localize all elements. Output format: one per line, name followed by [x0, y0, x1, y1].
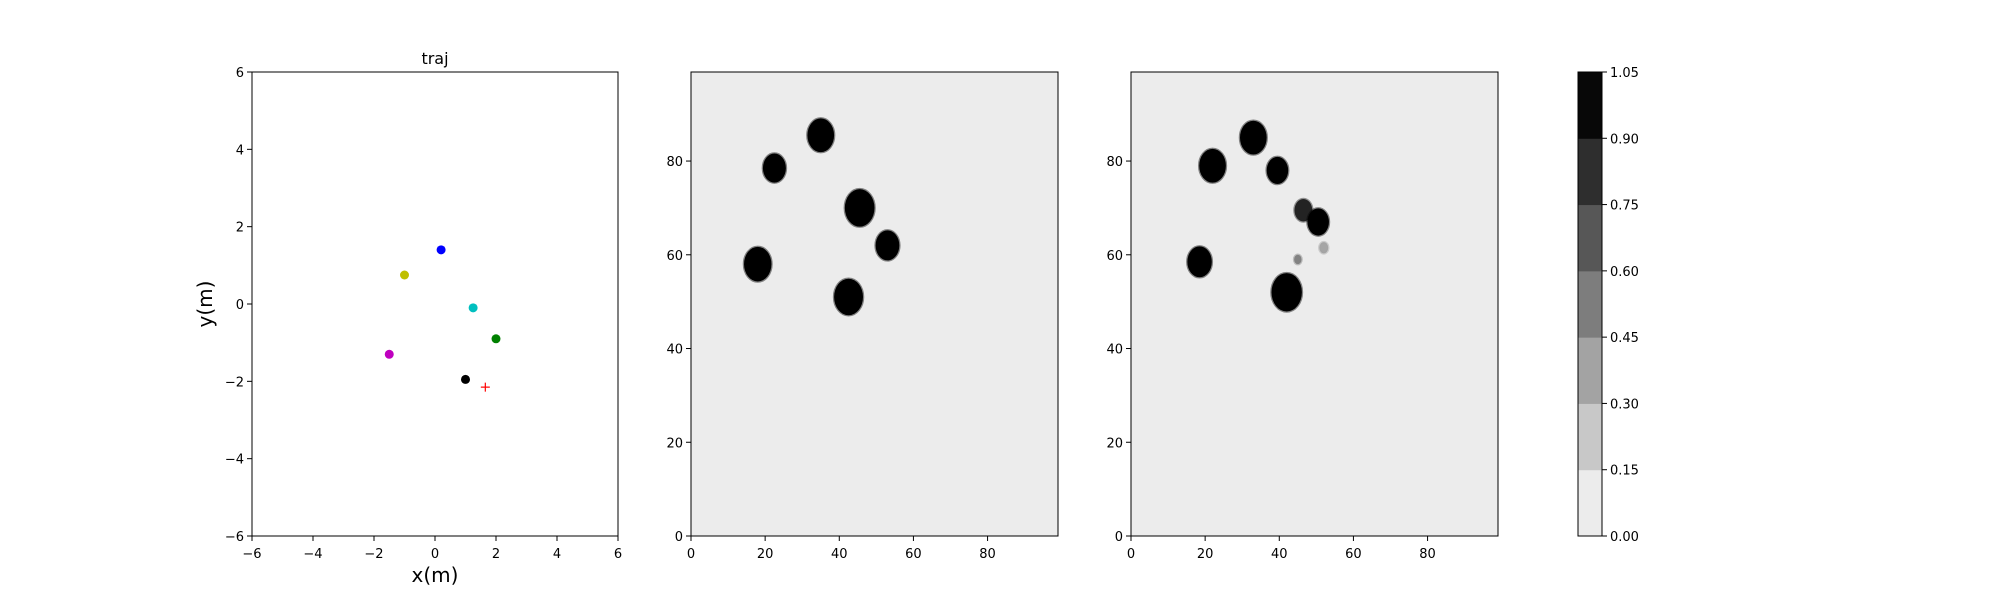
trajectory-points — [384, 245, 501, 392]
predicted-obstacle-2 — [1265, 155, 1290, 186]
predicted-map-panel: 0 20 40 60 80 0 20 40 60 80 — [1106, 71, 1499, 562]
trajectory-0-y-tick-label: 4 — [236, 143, 244, 158]
colorbar-tick-label: 1.05 — [1610, 66, 1639, 81]
ground-truth-obstacles — [742, 117, 901, 317]
ground-truth-obstacle-0 — [806, 117, 836, 154]
predicted-obstacle-4 — [1306, 207, 1331, 237]
ground-truth-1-y-tick-label: 80 — [666, 155, 683, 170]
predicted-2-y-tick-label: 20 — [1106, 436, 1123, 451]
colorbar-tick-label: 0.90 — [1610, 132, 1639, 147]
trajectory-0-x-tick-label: −4 — [303, 547, 322, 562]
colorbar-level-3 — [1578, 270, 1602, 338]
colorbar-tick-label: 0.75 — [1610, 199, 1639, 214]
ground-truth-map-background — [691, 72, 1058, 536]
trajectory-title: traj — [421, 49, 448, 68]
trajectory-0-x-tick-label: 0 — [431, 547, 439, 562]
agent-point-1 — [400, 270, 409, 280]
agent-point-3 — [491, 334, 501, 344]
ground-truth-obstacle-2 — [843, 187, 876, 228]
predicted-2-x-tick-label: 60 — [1345, 547, 1362, 562]
agent-point-4 — [384, 349, 394, 359]
predicted-obstacle-0 — [1238, 119, 1268, 156]
ground-truth-obstacle-1 — [761, 152, 788, 184]
agent-point-2 — [468, 303, 478, 313]
ground-truth-1-x-tick-label: 20 — [757, 547, 774, 562]
predicted-obstacle-1 — [1197, 147, 1228, 184]
colorbar-tick-label: 0.45 — [1610, 331, 1639, 346]
ground-truth-axes-frame — [690, 71, 1059, 537]
predicted-2-y-tick-label: 0 — [1115, 530, 1123, 545]
colorbar-levels — [1578, 72, 1602, 537]
agent-point-5 — [461, 374, 470, 384]
predicted-map-background — [1131, 72, 1498, 536]
colorbar-level-2 — [1578, 337, 1602, 404]
ground-truth-1-x-tick-label: 80 — [979, 547, 996, 562]
predicted-2-y-tick-label: 80 — [1106, 155, 1123, 170]
predicted-2-y-tick-label: 60 — [1106, 249, 1123, 264]
predicted-obstacle-6 — [1292, 253, 1303, 266]
trajectory-0-x-tick-label: −2 — [364, 547, 383, 562]
predicted-ticks: 0 20 40 60 80 0 20 40 60 80 — [1106, 155, 1435, 562]
colorbar-frame — [1577, 71, 1603, 537]
trajectory-x-axis-label: x(m) — [412, 563, 459, 587]
ground-truth-1-x-tick-label: 60 — [905, 547, 922, 562]
predicted-obstacle-3 — [1293, 197, 1314, 223]
predicted-2-y-tick-label: 40 — [1106, 343, 1123, 358]
ground-truth-1-y-tick-label: 60 — [666, 249, 683, 264]
predicted-obstacle-5 — [1318, 240, 1330, 255]
ground-truth-1-y-tick-label: 40 — [666, 343, 683, 358]
trajectory-y-axis-label: y(m) — [193, 281, 217, 328]
trajectory-0-x-tick-label: 4 — [553, 547, 561, 562]
colorbar: 0.00 0.15 0.30 0.45 0.60 0.75 0.90 1.05 — [1577, 66, 1639, 545]
predicted-obstacles — [1186, 119, 1331, 313]
predicted-obstacle-7 — [1186, 245, 1214, 279]
predicted-obstacle-8 — [1270, 271, 1304, 313]
agent-point-0 — [436, 245, 446, 255]
trajectory-0-x-tick-label: −6 — [242, 547, 261, 562]
colorbar-tick-label: 0.60 — [1610, 265, 1639, 280]
trajectory-0-y-tick-label: −6 — [225, 530, 244, 545]
colorbar-level-6 — [1578, 72, 1602, 139]
trajectory-0-x-tick-label: 2 — [492, 547, 500, 562]
trajectory-0-y-tick-label: 2 — [236, 221, 244, 236]
goal-plus-marker — [480, 382, 490, 392]
colorbar-tick-label: 0.00 — [1610, 530, 1639, 545]
predicted-2-x-tick-label: 40 — [1271, 547, 1288, 562]
colorbar-tick-label: 0.30 — [1610, 397, 1639, 412]
predicted-2-x-tick-label: 0 — [1127, 547, 1135, 562]
predicted-2-x-tick-label: 20 — [1197, 547, 1214, 562]
colorbar-ticks: 0.00 0.15 0.30 0.45 0.60 0.75 0.90 1.05 — [1602, 66, 1639, 545]
trajectory-0-y-tick-label: −4 — [225, 453, 244, 468]
ground-truth-1-x-tick-label: 0 — [687, 547, 695, 562]
trajectory-0-y-tick-label: −2 — [225, 375, 244, 390]
ground-truth-1-y-tick-label: 0 — [675, 530, 683, 545]
trajectory-0-y-tick-label: 0 — [236, 298, 244, 313]
ground-truth-ticks: 0 20 40 60 80 0 20 40 60 80 — [666, 155, 995, 562]
colorbar-level-1 — [1578, 403, 1602, 471]
ground-truth-map-panel: 0 20 40 60 80 0 20 40 60 80 — [666, 71, 1059, 562]
predicted-2-x-tick-label: 80 — [1419, 547, 1436, 562]
colorbar-tick-label: 0.15 — [1610, 464, 1639, 479]
trajectory-ticks: −6 −4 −2 0 2 4 6 −6 −4 −2 0 2 4 6 — [225, 66, 622, 562]
trajectory-panel: traj −6 −4 −2 0 2 4 6 −6 −4 −2 0 2 4 6 x(m) y(m) — [193, 49, 622, 587]
colorbar-level-0 — [1578, 469, 1602, 537]
ground-truth-obstacle-5 — [832, 277, 865, 317]
ground-truth-obstacle-4 — [742, 245, 773, 283]
colorbar-level-4 — [1578, 204, 1602, 272]
ground-truth-1-x-tick-label: 40 — [831, 547, 848, 562]
colorbar-level-5 — [1578, 138, 1602, 206]
predicted-axes-frame — [1130, 71, 1499, 537]
trajectory-axes-frame — [251, 71, 619, 537]
trajectory-0-y-tick-label: 6 — [236, 66, 244, 81]
ground-truth-1-y-tick-label: 20 — [666, 436, 683, 451]
trajectory-0-x-tick-label: 6 — [614, 547, 622, 562]
ground-truth-obstacle-3 — [874, 229, 901, 262]
